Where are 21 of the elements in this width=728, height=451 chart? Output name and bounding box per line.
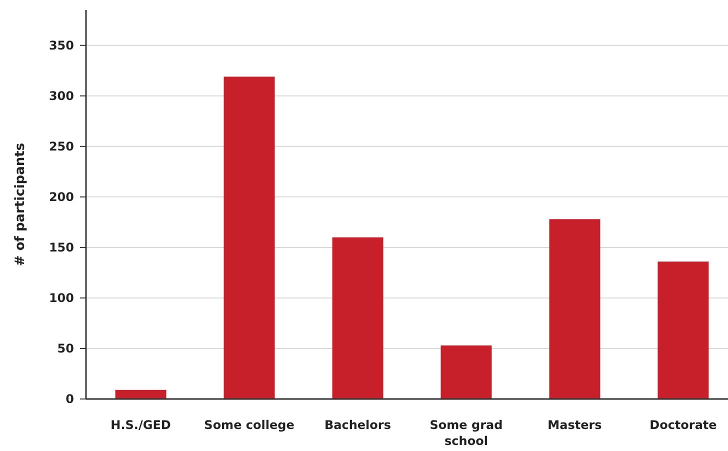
bar: [549, 219, 600, 399]
x-tick-label: H.S./GED: [110, 418, 171, 432]
y-tick-label: 100: [48, 291, 74, 306]
y-tick-label: 50: [57, 342, 74, 356]
x-tick-label: Bachelors: [324, 418, 391, 432]
bar: [332, 237, 384, 399]
x-tick-label: Masters: [548, 418, 602, 432]
bar: [440, 345, 492, 399]
y-tick-label: 300: [48, 89, 74, 104]
x-tick-label: Some college: [204, 418, 294, 432]
y-tick-label: 150: [48, 240, 74, 255]
y-tick-label: 200: [48, 190, 74, 204]
y-axis-title: # of participants: [13, 142, 28, 266]
y-tick-label: 250: [48, 140, 74, 154]
x-tick-label: Doctorate: [650, 418, 717, 432]
bar: [658, 262, 709, 399]
bar: [115, 390, 166, 399]
y-tick-label: 350: [48, 38, 74, 53]
bar: [224, 76, 275, 399]
x-tick-label: Some grad school: [430, 418, 503, 448]
y-tick-label: 0: [66, 392, 74, 406]
